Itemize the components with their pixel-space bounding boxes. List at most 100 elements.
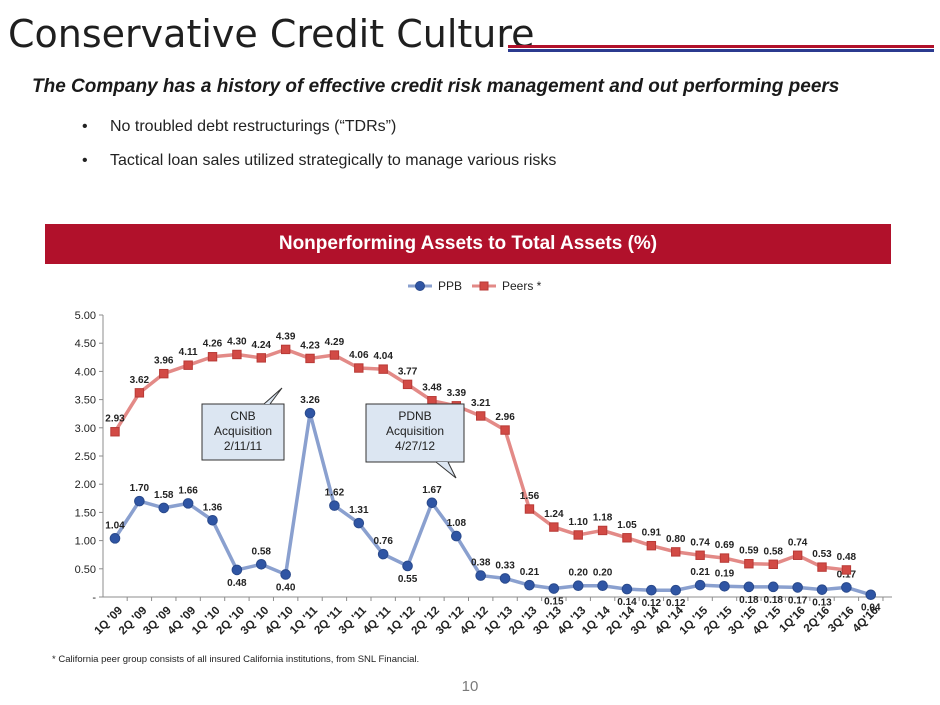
ppb-point bbox=[524, 579, 535, 591]
ppb-data-label: 0.21 bbox=[690, 567, 710, 578]
ppb-data-label: 1.67 bbox=[422, 485, 442, 496]
y-tick-label: 1.00 bbox=[75, 536, 96, 548]
peers-data-label: 2.93 bbox=[105, 414, 125, 425]
ppb-point bbox=[597, 580, 608, 592]
peers-point bbox=[792, 550, 803, 560]
ppb-point bbox=[353, 517, 365, 529]
peers-point bbox=[305, 353, 315, 364]
peers-point bbox=[110, 427, 120, 437]
peers-data-label: 0.91 bbox=[642, 528, 662, 539]
ppb-point bbox=[670, 584, 682, 596]
peers-point bbox=[597, 525, 608, 536]
ppb-point bbox=[572, 580, 584, 592]
ppb-point bbox=[792, 582, 803, 593]
y-tick-label: 2.50 bbox=[75, 451, 96, 463]
ppb-data-label: 1.66 bbox=[178, 485, 198, 496]
ppb-point bbox=[280, 569, 291, 580]
peers-point bbox=[329, 350, 340, 360]
ppb-data-label: 0.38 bbox=[471, 558, 491, 569]
ppb-data-label: 0.18 bbox=[764, 595, 784, 606]
peers-data-label: 4.39 bbox=[276, 331, 296, 342]
peers-point bbox=[622, 533, 632, 543]
ppb-point bbox=[841, 582, 852, 593]
ppb-data-label: 1.31 bbox=[349, 505, 369, 516]
pdnb-acquisition-callout-text: 4/27/12 bbox=[395, 439, 435, 453]
peers-point bbox=[744, 559, 754, 569]
ppb-data-label: 1.70 bbox=[130, 483, 150, 494]
peers-data-label: 4.24 bbox=[252, 340, 272, 351]
cnb-acquisition-callout-box bbox=[201, 403, 285, 461]
x-tick-label: 4Q '15 bbox=[751, 604, 784, 637]
peers-data-label: 3.21 bbox=[471, 398, 491, 409]
peers-data-label: 2.96 bbox=[495, 412, 515, 423]
y-tick-label: 4.50 bbox=[75, 338, 96, 350]
ppb-point bbox=[134, 495, 145, 507]
peers-data-label: 3.48 bbox=[422, 383, 442, 394]
legend-peers-label: Peers * bbox=[502, 279, 542, 293]
peers-data-label: 3.62 bbox=[130, 375, 150, 386]
ppb-point bbox=[329, 500, 340, 511]
peers-point bbox=[573, 530, 583, 540]
peers-data-label: 0.69 bbox=[715, 540, 735, 551]
y-tick-label: 4.00 bbox=[75, 366, 96, 378]
ppb-data-label: 0.40 bbox=[276, 582, 296, 593]
ppb-data-label: 0.20 bbox=[568, 568, 588, 579]
npa-line-chart: - 0.50 1.00 1.50 2.00 2.50 3.00 3.50 4.00 4.50 5.0… bbox=[75, 279, 892, 637]
pdnb-acquisition-callout-text: Acquisition bbox=[386, 424, 444, 438]
ppb-data-label: 0.17 bbox=[788, 595, 808, 606]
ppb-data-label: 0.12 bbox=[666, 598, 686, 609]
peers-point bbox=[500, 425, 510, 435]
y-tick-label: 3.00 bbox=[75, 423, 96, 435]
subtitle: The Company has a history of effective c… bbox=[32, 76, 840, 97]
peers-point bbox=[256, 353, 266, 363]
legend-ppb-marker bbox=[415, 281, 425, 291]
peers-data-label: 0.74 bbox=[788, 537, 808, 548]
peers-data-label: 1.05 bbox=[617, 520, 637, 531]
peers-data-label: 4.29 bbox=[325, 337, 345, 348]
peers-point bbox=[719, 553, 730, 563]
y-tick-label: 1.50 bbox=[75, 507, 96, 519]
ppb-point bbox=[377, 548, 389, 560]
y-tick-label: 0.50 bbox=[75, 564, 96, 576]
cnb-acquisition-callout-text: 2/11/11 bbox=[224, 439, 263, 453]
page-title: Conservative Credit Culture bbox=[8, 12, 535, 56]
peers-point bbox=[232, 349, 242, 360]
peers-data-label: 1.10 bbox=[568, 517, 588, 528]
peers-data-label: 1.56 bbox=[520, 491, 540, 502]
peers-data-label: 1.18 bbox=[593, 512, 613, 523]
peers-point bbox=[183, 360, 193, 370]
peers-data-label: 0.74 bbox=[690, 537, 710, 548]
peers-point bbox=[695, 550, 705, 560]
ppb-point bbox=[865, 589, 877, 601]
ppb-data-label: 1.62 bbox=[325, 488, 345, 499]
page-number: 10 bbox=[461, 678, 479, 695]
legend-peers-marker bbox=[479, 281, 489, 291]
peers-data-label: 1.24 bbox=[544, 509, 564, 520]
peers-data-label: 0.48 bbox=[837, 552, 857, 563]
y-tick-label: - bbox=[92, 592, 96, 604]
title-rule-red bbox=[508, 45, 934, 48]
peers-point bbox=[280, 344, 291, 355]
ppb-point bbox=[304, 407, 316, 419]
bullet-list: No troubled debt restructurings (“TDRs”)… bbox=[82, 118, 556, 186]
ppb-data-label: 3.26 bbox=[300, 395, 320, 406]
ppb-data-label: 0.58 bbox=[252, 546, 272, 557]
ppb-data-label: 1.04 bbox=[105, 520, 125, 531]
peers-point bbox=[524, 504, 535, 514]
ppb-point bbox=[475, 570, 487, 581]
ppb-point bbox=[158, 502, 170, 514]
peers-point bbox=[476, 411, 486, 421]
bullet-item: No troubled debt restructurings (“TDRs”) bbox=[82, 118, 556, 136]
ppb-point bbox=[182, 498, 194, 509]
ppb-data-label: 0.13 bbox=[812, 598, 832, 609]
ppb-data-label: 0.21 bbox=[520, 567, 540, 578]
peers-point bbox=[549, 522, 559, 532]
peers-data-label: 3.96 bbox=[154, 356, 174, 367]
peers-data-label: 4.04 bbox=[373, 351, 393, 362]
ppb-point bbox=[694, 579, 706, 591]
ppb-data-label: 0.12 bbox=[642, 598, 662, 609]
ppb-data-label: 1.36 bbox=[203, 502, 223, 513]
ppb-data-label: 1.58 bbox=[154, 490, 174, 501]
peers-point bbox=[378, 364, 388, 374]
title-rule-blue bbox=[508, 49, 934, 52]
